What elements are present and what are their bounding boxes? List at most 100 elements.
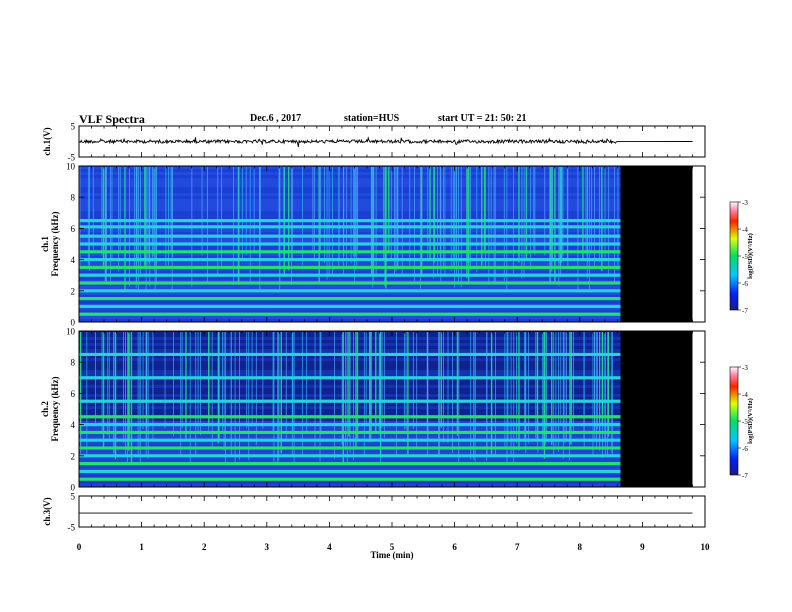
no-data-region [620,166,693,322]
spectrogram-texture [79,229,621,232]
frequency-band [79,376,621,380]
spectrogram-texture [79,172,621,175]
frequency-axis-label: Frequency (kHz) [50,211,60,276]
x-tick-label: 5 [390,542,395,552]
frequency-band [79,242,621,246]
spectrogram-texture [79,262,621,265]
frequency-band [79,225,621,229]
no-data-region [620,331,693,487]
y-tick-label: 0 [71,318,76,328]
y-tick-label: 8 [71,193,76,203]
colorbar-tick-label: -5 [742,253,748,261]
x-tick-label: 8 [578,542,583,552]
frequency-band [79,273,621,277]
frequency-band [79,250,621,254]
frequency-band [79,469,621,473]
y-tick-label: 4 [71,420,76,430]
colorbar-tick-label: -3 [742,364,748,372]
colorbar-tick-label: -6 [742,280,748,288]
frequency-band [79,454,621,458]
spectrogram-texture [79,295,621,298]
frequency-band [79,297,621,301]
spectrogram-texture [79,292,621,295]
x-tick-label: 9 [640,542,645,552]
x-tick-label: 10 [701,542,711,552]
colorbar [729,366,739,476]
spectrogram-texture [79,307,621,310]
spectrogram-texture [79,310,621,313]
frequency-band [79,399,621,403]
spectrogram-texture [79,205,621,208]
channel-label: ch.1 [40,236,50,252]
spectrogram-texture [79,475,621,478]
x-axis-label: Time (min) [370,550,413,560]
y-axis-label: ch.3(V) [42,497,52,525]
spectrogram-texture [79,184,621,187]
frequency-axis-label: Frequency (kHz) [50,376,60,441]
spectrogram-texture [79,277,621,280]
y-tick-label: 2 [71,286,76,296]
frequency-band [79,289,621,293]
station-label: station=HUS [344,113,400,124]
frequency-band [79,281,621,285]
spectrogram-texture [79,253,621,256]
spectrogram-texture [79,181,621,184]
y-axis-label: ch.1(V) [42,127,52,155]
frequency-band [79,446,621,450]
spectrogram-texture [79,214,621,217]
y-tick-label: 8 [71,358,76,368]
spectrogram-texture [79,268,621,271]
colorbar-tick-label: -6 [742,445,748,453]
colorbar-tick-label: -4 [742,226,748,234]
x-tick-label: 3 [265,542,270,552]
y-tick-label: 0 [71,483,76,493]
spectrogram-texture [79,166,621,169]
x-tick-label: 7 [515,542,520,552]
y-tick-label: 10 [66,162,76,172]
x-tick-label: 4 [327,542,332,552]
spectrogram-texture [79,484,621,487]
spectrogram-texture [79,223,621,226]
spectrogram-texture [79,319,621,322]
date-label: Dec.6 , 2017 [250,113,302,124]
y-tick-label: 10 [66,327,76,337]
channel-label: ch.2 [40,401,50,417]
y-tick-label: 2 [71,451,76,461]
spectrogram-texture [79,193,621,196]
spectrogram-texture [79,187,621,190]
y-tick-label: 5 [71,492,76,502]
x-tick-label: 6 [452,542,457,552]
spectrogram-texture [79,232,621,235]
colorbar-tick-label: -5 [742,418,748,426]
spectrogram-texture [79,238,621,241]
frequency-band [79,234,621,238]
spectrogram-texture [79,286,621,289]
frequency-band [79,265,621,269]
spectrogram-texture [79,247,621,250]
spectrogram-texture [79,190,621,193]
y-tick-label: -5 [68,153,76,163]
colorbar-tick-label: -4 [742,391,748,399]
spectrogram-texture [79,481,621,484]
spectrogram-texture [79,472,621,475]
x-tick-label: 1 [139,542,144,552]
spectrogram-texture [79,460,621,463]
frequency-band [79,352,621,356]
waveform-trace [78,136,693,148]
spectrogram-texture [79,175,621,178]
colorbar [729,201,739,311]
spectrogram-texture [79,316,621,319]
y-tick-label: 5 [71,122,76,132]
x-tick-label: 0 [77,542,82,552]
frequency-band [79,304,621,308]
spectrogram-texture [79,466,621,469]
spectrogram-texture [79,217,621,220]
spectrogram-texture [79,208,621,211]
colorbar-tick-label: -7 [742,472,748,480]
frequency-band [79,462,621,466]
frequency-band [79,415,621,419]
spectrogram-texture [79,256,621,259]
spectrogram-texture [79,196,621,199]
